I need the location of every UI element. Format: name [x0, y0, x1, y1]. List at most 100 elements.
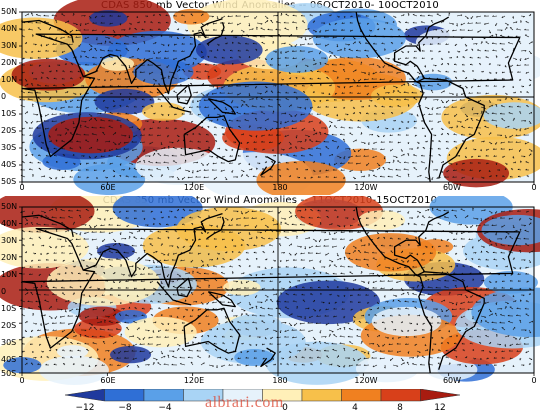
- wind-vector-head: [84, 224, 87, 226]
- wind-vector: [412, 293, 418, 296]
- wind-vector-head: [120, 264, 123, 266]
- anomaly-patch: [0, 17, 83, 59]
- wind-vector: [456, 294, 463, 296]
- wind-vector-head: [126, 15, 128, 18]
- wind-vector-head: [117, 294, 120, 296]
- wind-vector: [404, 162, 410, 164]
- wind-vector-head: [387, 175, 390, 177]
- wind-vector: [309, 259, 314, 262]
- wind-vector-head: [508, 125, 510, 128]
- wind-vector-head: [395, 168, 398, 171]
- wind-vector: [525, 161, 530, 164]
- wind-vector-head: [381, 210, 383, 212]
- wind-vector-head: [471, 246, 474, 249]
- wind-vector-head: [188, 70, 190, 72]
- wind-vector: [261, 237, 266, 240]
- wind-vector: [368, 272, 375, 275]
- wind-vector-head: [299, 223, 302, 226]
- wind-vector: [85, 245, 90, 249]
- wind-vector: [381, 43, 386, 45]
- wind-vector-head: [299, 120, 302, 122]
- wind-vector-head: [525, 71, 527, 74]
- wind-vector: [524, 230, 530, 233]
- wind-vector: [136, 230, 141, 233]
- wind-vector-head: [172, 176, 174, 178]
- wind-vector: [309, 139, 314, 143]
- wind-vector-head: [336, 45, 339, 48]
- wind-vector-head: [136, 87, 139, 89]
- wind-vector-head: [139, 160, 141, 163]
- wind-vector: [109, 217, 114, 220]
- wind-vector: [328, 54, 332, 59]
- wind-vector-head: [328, 24, 331, 26]
- wind-vector-head: [325, 279, 328, 282]
- wind-vector-head: [523, 156, 526, 158]
- wind-vector: [472, 217, 479, 220]
- wind-vector-head: [412, 292, 414, 295]
- wind-vector-head: [368, 104, 371, 107]
- wind-vector-head: [83, 259, 85, 262]
- wind-vector: [227, 294, 234, 296]
- wind-vector: [504, 22, 509, 26]
- wind-vector-head: [476, 218, 479, 220]
- wind-vector: [456, 223, 462, 226]
- anomaly-patch: [415, 28, 479, 56]
- wind-vector-head: [273, 110, 275, 113]
- wind-vector-head: [477, 85, 479, 88]
- wind-vector-head: [384, 48, 386, 50]
- wind-vector-head: [220, 21, 222, 24]
- wind-vector-head: [227, 294, 230, 296]
- wind-vector-head: [258, 266, 261, 269]
- wind-vector: [436, 292, 442, 296]
- wind-vector: [244, 224, 250, 227]
- wind-vector: [55, 19, 58, 24]
- wind-vector: [269, 141, 274, 144]
- wind-vector-head: [91, 238, 94, 241]
- wind-vector-head: [468, 238, 471, 240]
- wind-vector-head: [139, 244, 142, 246]
- wind-vector-head: [189, 113, 191, 115]
- wind-vector: [69, 147, 74, 150]
- anomaly-patch: [471, 287, 540, 338]
- wind-vector-head: [131, 140, 134, 143]
- wind-vector-head: [305, 208, 307, 211]
- wind-vector: [461, 126, 466, 129]
- wind-vector-head: [212, 265, 215, 267]
- wind-vector-head: [445, 252, 448, 254]
- wind-vector-head: [157, 126, 159, 129]
- wind-vector: [109, 162, 114, 165]
- wind-vector-head: [37, 259, 40, 261]
- wind-vector: [276, 21, 282, 24]
- wind-vector: [61, 292, 66, 296]
- wind-vector: [288, 141, 292, 145]
- wind-vector: [108, 148, 114, 152]
- wind-vector-head: [507, 41, 510, 44]
- wind-vector: [272, 223, 278, 226]
- wind-vector: [139, 71, 146, 73]
- wind-vector: [288, 113, 293, 117]
- wind-vector: [132, 148, 138, 151]
- wind-vector-head: [188, 252, 191, 254]
- wind-vector-head: [147, 63, 150, 66]
- wind-vector-head: [241, 213, 243, 215]
- wind-vector-head: [109, 217, 112, 220]
- wind-vector-head: [41, 147, 43, 149]
- wind-vector: [212, 265, 218, 268]
- wind-vector: [52, 43, 58, 45]
- wind-vector-head: [360, 171, 362, 174]
- wind-vector: [165, 15, 170, 17]
- wind-vector: [197, 99, 202, 103]
- wind-vector: [140, 134, 146, 136]
- wind-vector-head: [132, 56, 134, 58]
- wind-vector-head: [397, 141, 400, 144]
- wind-vector-head: [396, 281, 398, 283]
- wind-vector-head: [495, 243, 498, 245]
- wind-vector-head: [484, 22, 486, 25]
- wind-vector-head: [373, 15, 376, 18]
- wind-vector-head: [51, 223, 54, 225]
- wind-vector: [325, 252, 330, 256]
- wind-vector-head: [471, 38, 473, 41]
- wind-vector: [360, 244, 366, 247]
- wind-vector-head: [212, 272, 214, 275]
- wind-vector-head: [300, 141, 302, 143]
